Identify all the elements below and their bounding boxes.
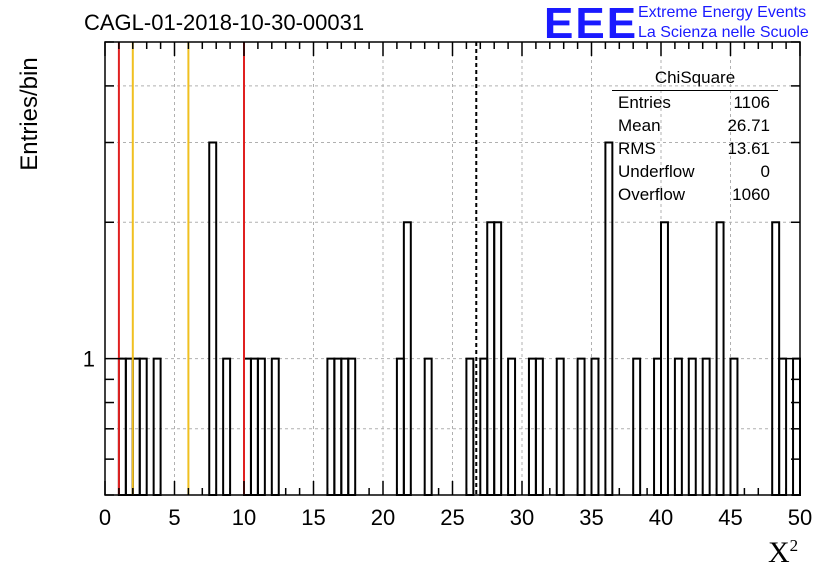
x-tick-label: 45 bbox=[718, 505, 742, 530]
stats-value: 1106 bbox=[733, 93, 770, 112]
histogram-bar bbox=[249, 357, 259, 497]
x-tick-label: 25 bbox=[440, 505, 464, 530]
histogram-bar bbox=[778, 357, 788, 497]
x-tick-label: 20 bbox=[371, 505, 395, 530]
grid bbox=[105, 42, 800, 495]
x-tick-label: 40 bbox=[649, 505, 673, 530]
x-tick-label: 50 bbox=[788, 505, 812, 530]
y-axis-label: Entries/bin bbox=[16, 57, 43, 171]
stats-label: Mean bbox=[618, 116, 661, 135]
y-tick-label: 1 bbox=[83, 347, 95, 372]
histogram-bar bbox=[222, 357, 232, 497]
logo-line-2: La Scienza nelle Scuole bbox=[638, 24, 809, 41]
histogram-bar bbox=[632, 357, 642, 497]
stats-label: Entries bbox=[618, 93, 671, 112]
histogram-bar bbox=[333, 357, 343, 497]
stats-row: Mean 26.71 bbox=[612, 114, 778, 137]
stats-label: RMS bbox=[618, 139, 656, 158]
x-tick-label: 0 bbox=[99, 505, 111, 530]
axis-ticks bbox=[104, 41, 801, 496]
histogram-bar bbox=[555, 357, 565, 497]
histogram-bar bbox=[729, 357, 739, 497]
histogram-bar bbox=[653, 357, 662, 497]
histogram-bar bbox=[465, 357, 475, 497]
histogram-bar bbox=[395, 357, 405, 497]
histogram-bar bbox=[423, 357, 433, 497]
x-axis-label: X2 bbox=[768, 536, 798, 570]
logo-caption: Extreme Energy Events La Scienza nelle S… bbox=[638, 3, 809, 43]
stats-title: ChiSquare bbox=[612, 66, 778, 91]
histogram-bar bbox=[131, 357, 141, 497]
histogram-bar bbox=[152, 357, 162, 497]
histogram-bar bbox=[534, 357, 544, 497]
x-tick-label: 30 bbox=[510, 505, 534, 530]
stats-label: Overflow bbox=[618, 185, 686, 204]
x-tick-label: 5 bbox=[168, 505, 180, 530]
stats-value: 1060 bbox=[732, 185, 770, 204]
histogram-bar bbox=[256, 357, 266, 497]
stats-value: 13.61 bbox=[727, 139, 770, 158]
stats-row: RMS 13.61 bbox=[612, 137, 778, 160]
histogram-bar bbox=[138, 357, 148, 497]
tick-labels: 0 5 10 15 20 25 30 35 40 45 50 1 bbox=[83, 347, 812, 530]
histogram-bar bbox=[687, 357, 697, 497]
x-tick-label: 35 bbox=[579, 505, 603, 530]
histogram-bar bbox=[590, 357, 600, 497]
histogram-bar bbox=[340, 357, 350, 497]
stats-value: 0 bbox=[760, 162, 770, 181]
x-axis-label-base: X bbox=[768, 536, 790, 569]
stats-box: ChiSquare Entries 1106 Mean 26.71 RMS 13.61… bbox=[612, 66, 778, 206]
histogram-bar bbox=[243, 357, 252, 497]
stats-label: Underflow bbox=[618, 162, 695, 181]
histogram-bar bbox=[347, 357, 357, 497]
histogram-bar bbox=[208, 141, 218, 496]
stats-value: 26.71 bbox=[727, 116, 770, 135]
stats-row: Entries 1106 bbox=[612, 91, 778, 114]
histogram-bar bbox=[117, 357, 127, 497]
logo-line-1: Extreme Energy Events bbox=[638, 4, 807, 21]
stats-row: Underflow 0 bbox=[612, 160, 778, 183]
histogram-bar bbox=[527, 357, 537, 497]
x-tick-label: 15 bbox=[301, 505, 325, 530]
stats-row: Overflow 1060 bbox=[612, 183, 778, 206]
x-axis-label-sup: 2 bbox=[789, 536, 799, 555]
histogram-bar bbox=[124, 357, 134, 497]
chart-title: CAGL-01-2018-10-30-00031 bbox=[84, 10, 365, 35]
eee-logo: EEE bbox=[544, 0, 639, 48]
histogram-bar bbox=[326, 357, 336, 497]
histogram-bar bbox=[507, 357, 517, 497]
histogram-bar bbox=[576, 357, 586, 497]
reference-lines bbox=[117, 42, 478, 495]
histogram-bar bbox=[673, 357, 683, 497]
histogram-bar bbox=[270, 357, 280, 497]
histogram-bar bbox=[479, 357, 489, 497]
x-tick-label: 10 bbox=[232, 505, 256, 530]
histogram-bar bbox=[701, 357, 711, 497]
